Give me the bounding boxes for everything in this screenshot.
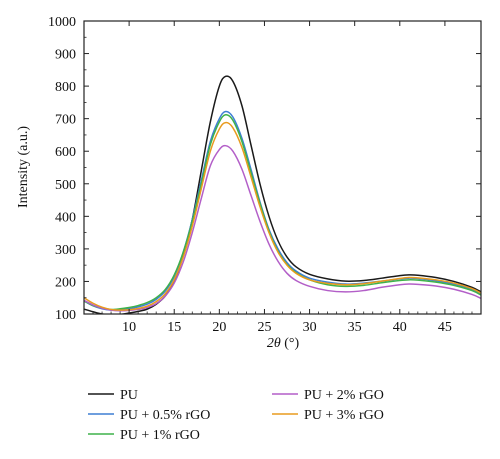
x-tick-label: 10 [122,320,136,335]
legend-label-4: PU + 3% rGO [304,408,384,423]
y-tick-label: 500 [55,178,76,193]
legend: PU PU + 0.5% rGO PU + 1% rGO PU + 2% rGO PU … [88,388,384,443]
x-tick-label: 20 [212,320,226,335]
series-line-2 [84,113,481,311]
y-tick-label: 700 [55,113,76,128]
x-tick-label: 45 [438,320,452,335]
x-tick-label: 25 [257,320,271,335]
x-tick-label: 40 [393,320,407,335]
legend-label-2: PU + 1% rGO [120,428,200,443]
series-line-4 [84,121,481,311]
legend-label-1: PU + 0.5% rGO [120,408,210,423]
x-tick-label: 15 [167,320,181,335]
y-tick-label: 100 [55,308,76,323]
series-layer [84,75,481,314]
y-tick-label: 800 [55,80,76,95]
y-tick-label: 400 [55,210,76,225]
y-tick-label: 600 [55,145,76,160]
x-tick-label: 35 [348,320,362,335]
series-line-3 [84,144,481,312]
x-axis-label: 2θ (°) [267,336,300,351]
legend-label-0: PU [120,388,138,403]
series-line-0 [84,75,481,314]
x-axis-ticks: 10 15 20 25 30 35 40 45 [92,21,482,335]
legend-label-3: PU + 2% rGO [304,388,384,403]
y-axis-ticks: 100 200 300 400 500 600 700 800 900 1000 [48,15,481,323]
y-tick-label: 900 [55,48,76,63]
y-axis-label: Intensity (a.u.) [16,126,31,208]
y-tick-label: 300 [55,243,76,258]
y-tick-label: 200 [55,275,76,290]
plot-frame [83,20,482,315]
x-tick-label: 30 [303,320,317,335]
y-tick-label: 1000 [48,15,76,30]
